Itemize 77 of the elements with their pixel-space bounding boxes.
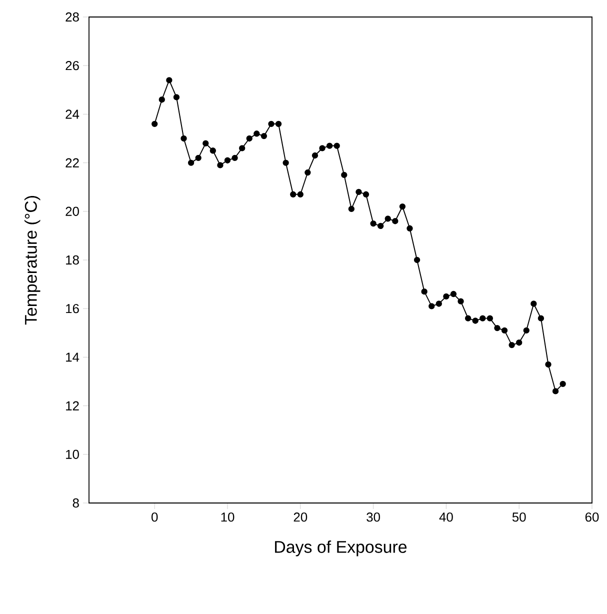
point	[297, 191, 304, 198]
point	[290, 191, 296, 198]
point	[560, 380, 566, 388]
point	[282, 160, 289, 166]
y-tick-label: 20	[66, 206, 79, 216]
point	[326, 142, 333, 149]
point	[304, 169, 311, 176]
x-tick-label: 20	[294, 512, 308, 522]
point	[523, 327, 530, 334]
point	[232, 154, 238, 162]
point	[348, 206, 355, 212]
point	[377, 222, 384, 230]
point	[480, 315, 486, 322]
x-tick-label: 10	[221, 512, 234, 522]
point	[436, 300, 442, 307]
y-tick-label: 16	[66, 304, 79, 314]
x-tick-label: 0	[152, 512, 158, 522]
point	[428, 303, 435, 310]
point	[158, 96, 165, 103]
point	[392, 218, 398, 224]
y-axis-title: Temperature (°C)	[24, 196, 40, 325]
point	[217, 162, 224, 168]
point	[414, 256, 420, 264]
point	[195, 154, 202, 162]
point	[516, 340, 522, 346]
point	[545, 361, 552, 368]
x-tick-label: 60	[585, 512, 599, 522]
y-tick-label: 28	[66, 12, 79, 22]
point	[268, 120, 274, 128]
y-tick-label: 18	[66, 255, 79, 265]
point	[173, 94, 180, 100]
point	[356, 188, 362, 196]
point	[260, 132, 268, 140]
point	[450, 290, 457, 298]
x-tick-label: 40	[439, 512, 453, 522]
x-tick-label: 50	[512, 512, 526, 522]
point	[538, 315, 544, 322]
point	[362, 191, 370, 198]
y-tick-label: 8	[72, 498, 79, 508]
point	[501, 327, 508, 334]
y-tick-label: 10	[66, 450, 79, 459]
point	[319, 145, 326, 152]
x-tick-label: 30	[366, 512, 380, 522]
point	[334, 142, 340, 149]
point	[188, 160, 194, 166]
point	[238, 145, 246, 152]
point	[202, 140, 209, 146]
point	[224, 157, 231, 164]
point	[254, 130, 260, 137]
point	[472, 318, 478, 324]
point	[494, 324, 500, 332]
point	[370, 220, 376, 227]
point	[312, 152, 318, 159]
y-tick-label: 22	[66, 158, 79, 168]
point	[399, 203, 406, 210]
x-axis-title: Days of Exposure	[275, 540, 407, 556]
point	[384, 216, 391, 222]
point	[406, 225, 413, 232]
point	[275, 120, 282, 128]
point	[464, 315, 472, 322]
point	[458, 298, 464, 304]
point	[166, 77, 172, 84]
y-tick-label: 14	[66, 352, 80, 362]
point	[530, 300, 537, 307]
point	[341, 172, 348, 178]
y-tick-label: 12	[66, 401, 79, 410]
point	[421, 288, 428, 295]
point	[552, 388, 559, 394]
point	[152, 120, 158, 128]
point	[443, 293, 450, 300]
point	[210, 148, 216, 154]
point	[246, 135, 252, 142]
point	[180, 135, 187, 142]
point	[508, 342, 515, 348]
y-tick-label: 24	[66, 110, 80, 119]
point	[486, 315, 494, 322]
y-tick-label: 26	[66, 61, 79, 70]
